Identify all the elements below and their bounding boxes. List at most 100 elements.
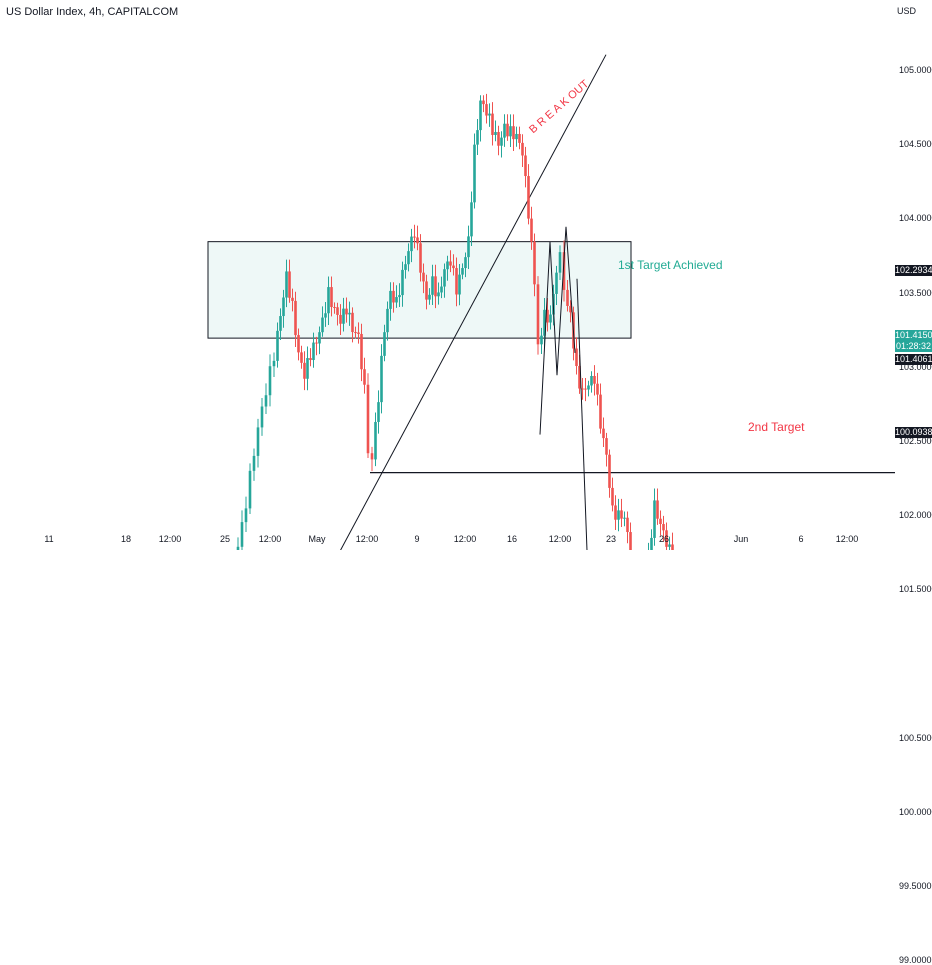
candle-body xyxy=(470,202,473,237)
candle-body xyxy=(549,314,552,323)
candle-body xyxy=(503,123,506,138)
candle-body xyxy=(587,385,590,390)
candle-body xyxy=(566,289,569,306)
x-tick-label: 18 xyxy=(120,534,132,544)
candle-body xyxy=(464,257,467,269)
candle-body xyxy=(282,297,285,317)
y-tick-label: 104.5000 xyxy=(899,139,932,150)
candle-body xyxy=(611,487,614,506)
candle-body xyxy=(268,366,272,396)
candle-body xyxy=(533,241,536,285)
candle-body xyxy=(665,530,668,547)
x-tick-label: 12:00 xyxy=(158,534,182,544)
candle-body xyxy=(386,308,389,333)
candle-body xyxy=(494,132,497,135)
candle-body xyxy=(596,383,599,395)
candle-body xyxy=(324,313,327,318)
candle-body xyxy=(357,332,360,334)
candle-body xyxy=(479,100,482,131)
candle-body xyxy=(374,421,377,460)
candle-body xyxy=(446,261,449,270)
candle-body xyxy=(440,286,443,293)
candle-body xyxy=(455,268,458,295)
y-tick-label: 104.0000 xyxy=(899,213,932,224)
candle-body xyxy=(546,309,549,323)
x-tick-label: 12:00 xyxy=(258,534,282,544)
candle-body xyxy=(240,522,244,547)
candle-body xyxy=(437,292,440,297)
current-price-value: 101.4150 xyxy=(895,330,932,340)
candle-body xyxy=(518,133,521,143)
y-tick-label: 101.5000 xyxy=(899,584,932,595)
candle-body xyxy=(578,366,581,389)
first-target-annotation: 1st Target Achieved xyxy=(618,258,723,272)
candle-body xyxy=(342,308,345,324)
candle-body xyxy=(291,297,294,301)
candle-body xyxy=(294,300,297,336)
candle-body xyxy=(473,144,476,203)
candle-body xyxy=(584,388,587,390)
x-tick-label: 25 xyxy=(219,534,231,544)
candle-body xyxy=(527,176,530,219)
candle-body xyxy=(449,261,452,266)
candle-body xyxy=(650,537,653,550)
candle-body xyxy=(401,269,404,296)
close-level-badge: 101.4061 xyxy=(895,354,932,365)
candle-body xyxy=(620,510,623,519)
candle-body xyxy=(656,500,659,519)
candle-body xyxy=(662,524,665,531)
price-chart[interactable] xyxy=(0,0,932,550)
candle-body xyxy=(509,126,512,137)
candle-body xyxy=(309,358,312,361)
x-tick-label: 6 xyxy=(798,534,804,544)
candle-body xyxy=(264,395,268,407)
y-tick-label: 102.0000 xyxy=(899,510,932,521)
candle-body xyxy=(285,271,288,298)
candle-body xyxy=(383,332,386,356)
candle-body xyxy=(558,252,562,273)
candle-body xyxy=(236,546,240,550)
candle-body xyxy=(653,500,656,538)
candle-body xyxy=(306,358,309,379)
candle-body xyxy=(581,388,584,390)
candle-body xyxy=(272,360,276,367)
candle-body xyxy=(327,287,330,314)
candle-body xyxy=(303,362,306,379)
candle-body xyxy=(410,236,413,252)
candle-body xyxy=(407,251,410,265)
w-pattern xyxy=(539,226,576,435)
x-tick-label: 23 xyxy=(605,534,617,544)
candle-body xyxy=(276,330,279,361)
candle-body xyxy=(315,342,318,344)
y-tick-label: 99.0000 xyxy=(899,955,932,965)
candle-body xyxy=(543,309,546,336)
x-tick-label: 12:00 xyxy=(835,534,859,544)
candle-body xyxy=(458,274,461,295)
candle-body xyxy=(428,294,431,300)
candle-body xyxy=(485,104,488,116)
candle-body xyxy=(488,113,491,116)
candle-body xyxy=(321,317,324,333)
candle-body xyxy=(617,510,620,520)
candle-body xyxy=(659,518,662,525)
candle-body xyxy=(333,307,336,309)
candle-body xyxy=(377,402,380,422)
candle-body xyxy=(318,332,321,344)
candle-body xyxy=(425,281,428,300)
candle-body xyxy=(416,237,419,244)
candle-body xyxy=(467,236,470,258)
candle-body xyxy=(395,297,398,303)
candle-body xyxy=(593,375,596,384)
candle-body xyxy=(671,544,674,550)
candle-body xyxy=(422,272,425,282)
candle-body xyxy=(404,264,407,270)
current-price-badge: 101.4150 01:28:32 xyxy=(895,330,932,352)
candle-body xyxy=(482,100,485,105)
candle-body xyxy=(252,455,256,471)
candle-body xyxy=(530,218,533,242)
candle-body xyxy=(380,355,383,403)
y-tick-label: 102.5000 xyxy=(899,436,932,446)
bar-countdown: 01:28:32 xyxy=(895,341,932,351)
currency-label: USD xyxy=(897,6,917,16)
candle-body xyxy=(614,505,617,520)
